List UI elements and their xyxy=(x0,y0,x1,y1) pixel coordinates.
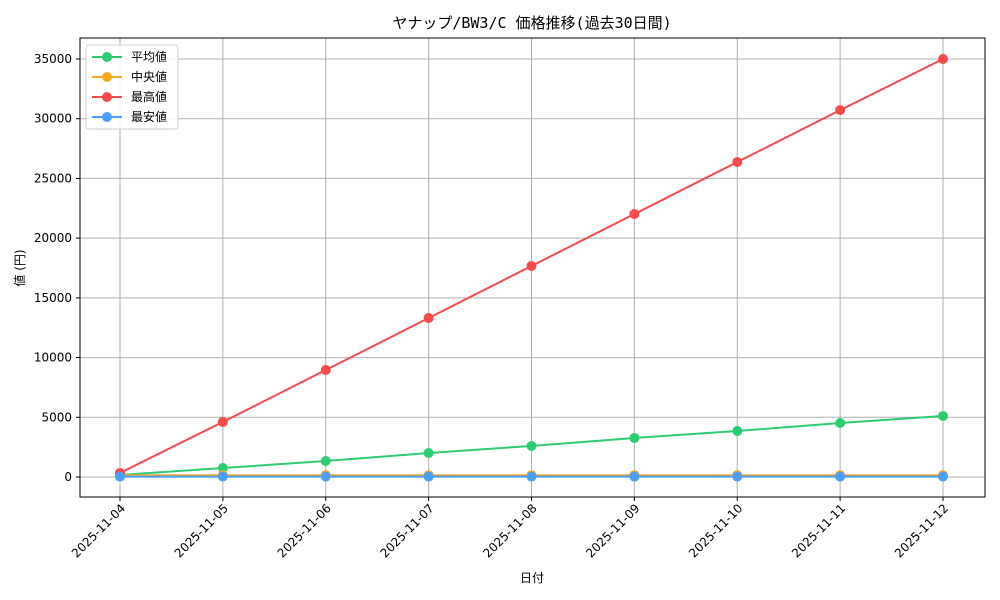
data-point xyxy=(835,105,846,116)
legend-label: 最高値 xyxy=(131,89,167,104)
data-point xyxy=(938,54,948,64)
data-point xyxy=(526,471,537,482)
x-tick-label: 2025-11-06 xyxy=(275,501,334,560)
x-tick-label: 2025-11-04 xyxy=(69,501,128,560)
data-point xyxy=(732,426,743,437)
x-tick-label: 2025-11-05 xyxy=(172,501,231,560)
data-point xyxy=(629,471,640,482)
data-point xyxy=(526,440,537,451)
legend-item: 最高値 xyxy=(92,89,167,104)
legend-marker-icon xyxy=(102,112,112,122)
y-axis-label: 値 (円) xyxy=(12,249,27,286)
y-axis-ticks: 0 5000 10000 15000 20000 25000 30000 35000 xyxy=(34,52,80,484)
data-point xyxy=(629,209,640,220)
legend-label: 平均値 xyxy=(131,49,167,64)
series-line xyxy=(115,471,948,482)
data-point xyxy=(732,471,743,482)
legend-marker-icon xyxy=(102,52,112,62)
legend-marker-icon xyxy=(102,92,112,102)
chart-title: ヤナップ/BW3/C 価格推移(過去30日間) xyxy=(392,14,671,32)
x-tick-label: 2025-11-07 xyxy=(378,501,437,560)
y-tick-label: 20000 xyxy=(34,231,72,245)
legend-item: 最安値 xyxy=(92,109,167,124)
y-tick-label: 0 xyxy=(64,470,72,484)
data-point xyxy=(938,471,948,482)
y-tick-label: 30000 xyxy=(34,112,72,126)
data-point xyxy=(526,260,537,271)
x-tick-label: 2025-11-12 xyxy=(892,501,951,560)
data-point xyxy=(835,471,846,482)
data-point xyxy=(835,418,846,429)
x-axis-label: 日付 xyxy=(520,571,544,585)
plot-frame xyxy=(79,37,986,498)
y-tick-label: 35000 xyxy=(34,52,72,66)
x-tick-label: 2025-11-08 xyxy=(480,501,539,560)
legend-label: 中央値 xyxy=(131,69,167,84)
x-tick-label: 2025-11-10 xyxy=(686,501,745,560)
data-point xyxy=(115,471,125,482)
legend-item: 平均値 xyxy=(92,49,167,64)
legend-marker-icon xyxy=(102,72,112,82)
data-point xyxy=(320,471,331,482)
data-point xyxy=(629,432,640,443)
data-point xyxy=(217,471,228,482)
y-tick-label: 25000 xyxy=(34,171,72,185)
data-point xyxy=(423,471,434,482)
x-axis-ticks: 2025-11-04 2025-11-05 2025-11-06 2025-11-07… xyxy=(69,497,951,560)
series-line xyxy=(115,54,948,478)
y-tick-label: 10000 xyxy=(34,351,72,365)
series-line xyxy=(115,410,948,480)
data-point xyxy=(217,463,228,474)
x-tick-label: 2025-11-09 xyxy=(583,501,642,560)
data-point xyxy=(423,447,434,458)
legend-label: 最安値 xyxy=(131,109,167,124)
y-tick-label: 5000 xyxy=(41,410,72,424)
data-point xyxy=(938,410,948,421)
legend-box xyxy=(85,44,179,130)
data-point xyxy=(423,313,434,324)
x-tick-label: 2025-11-11 xyxy=(789,501,848,560)
data-point xyxy=(217,416,228,427)
data-point xyxy=(320,455,331,466)
legend-item: 中央値 xyxy=(92,69,167,84)
data-point xyxy=(320,364,331,375)
series-layer xyxy=(115,54,948,482)
data-point xyxy=(732,157,743,168)
y-tick-label: 15000 xyxy=(34,291,72,305)
